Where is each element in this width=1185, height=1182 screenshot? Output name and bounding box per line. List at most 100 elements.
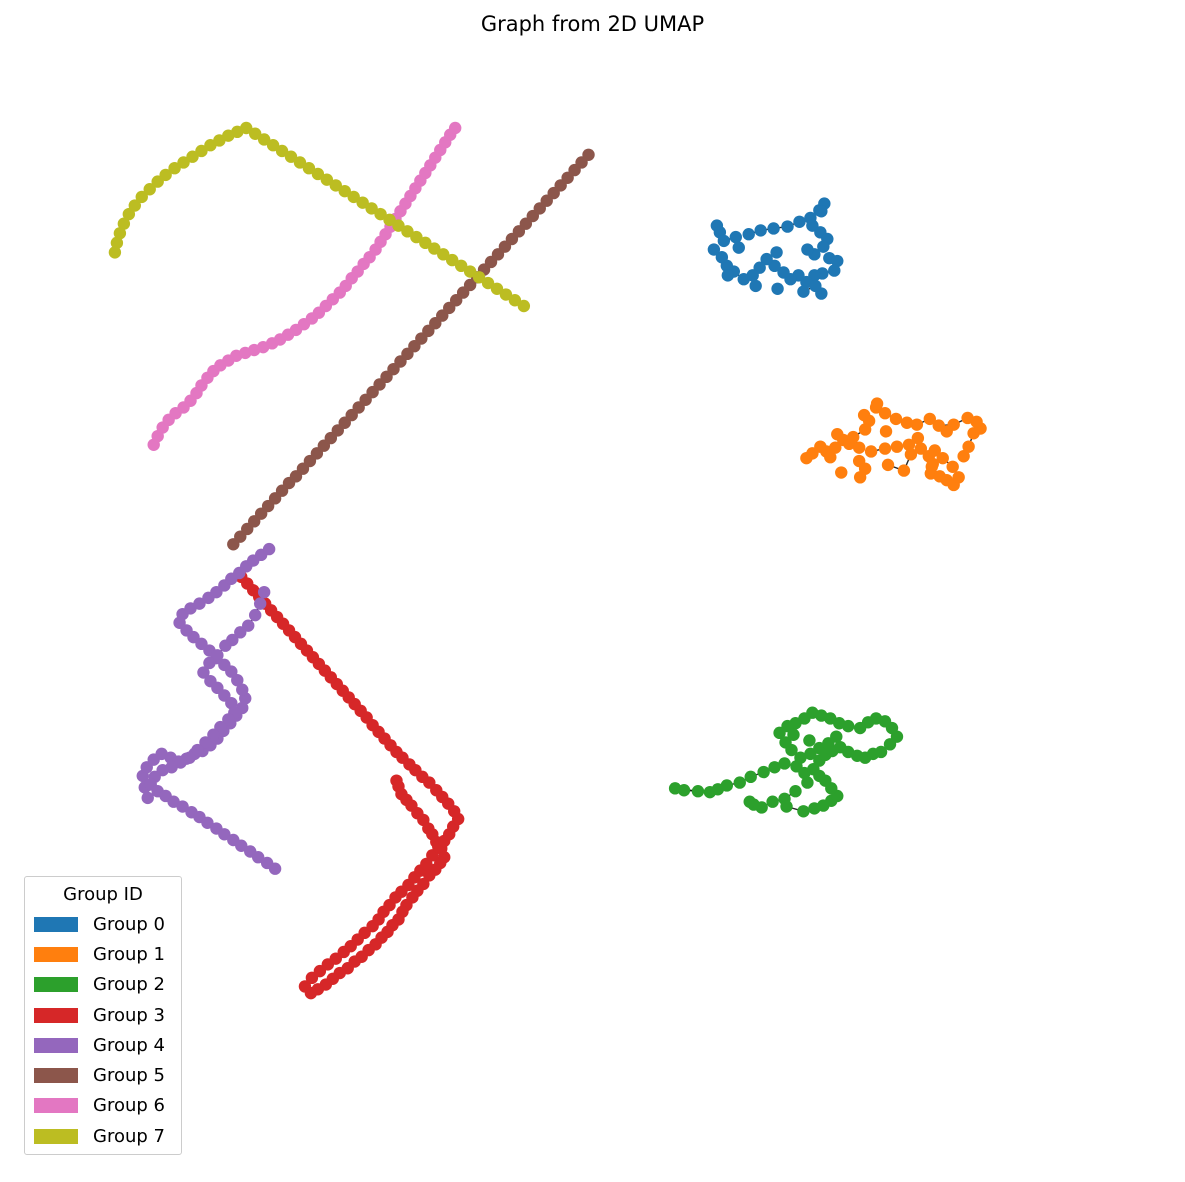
graph-node [219,639,232,652]
graph-node [135,190,148,204]
graph-node [789,785,802,798]
graph-node [197,666,210,679]
graph-node [677,784,691,797]
graph-node [235,839,248,852]
legend: Group ID Group 0 Group 1 Group 2 Group 3 Gro… [24,876,182,1155]
graph-node [897,464,911,477]
graph-node [293,156,307,169]
graph-node [211,649,224,662]
graph-node [356,196,369,209]
graph-node [251,851,265,864]
graph-node [176,800,189,813]
graph-node [773,726,786,740]
graph-node [707,243,721,256]
graph-node [809,279,822,293]
graph-node [767,222,780,235]
graph-node [932,419,945,432]
graph-node [902,438,916,451]
graph-node [749,279,762,293]
legend-label: Group 2 [93,974,165,996]
graph-node [463,265,477,278]
graph-node [128,199,141,212]
graph-node [946,460,959,473]
graph-node [852,441,866,454]
graph-node [803,734,816,747]
graph-node [481,276,495,290]
graph-node [347,190,360,204]
graph-node [744,770,757,784]
graph-node [904,448,918,461]
graph-node [201,816,214,829]
graph-node [218,828,231,841]
graph-node [858,423,872,436]
graph-node [813,769,826,783]
legend-swatch [34,946,78,962]
graph-node [268,862,282,875]
graph-node [817,240,830,253]
graph-node [257,133,271,146]
legend-entry: Group 1 [34,939,181,969]
legend-swatch [34,1037,78,1053]
graph-node [900,416,914,429]
graph-node [143,183,156,196]
graph-node [248,127,262,140]
graph-node [248,608,262,622]
legend-label: Group 7 [93,1125,165,1147]
graph-node [729,230,742,244]
graph-node [691,785,705,798]
graph-node [797,285,810,298]
graph-node [801,776,814,789]
legend-swatch [34,1007,78,1023]
graph-node [878,442,892,455]
graph-node [742,228,755,241]
graph-node [801,243,814,256]
graph-node [797,805,810,818]
graph-node [831,428,844,441]
graph-node [236,683,249,696]
graph-node [374,207,387,221]
legend-entry: Group 2 [34,970,181,1000]
graph-node [923,412,937,426]
legend-label: Group 0 [93,913,165,935]
legend-swatch [34,1128,78,1144]
graph-node [253,597,267,610]
graph-node [804,747,817,761]
graph-node [766,795,779,808]
graph-node [582,148,595,161]
legend-entry: Group 3 [34,1000,181,1030]
graph-node [454,259,468,273]
graph-node [410,230,423,244]
legend-title: Group ID [63,884,143,905]
graph-node [499,288,513,301]
legend-label: Group 3 [93,1004,165,1026]
graph-node [110,236,124,250]
graph-node [508,294,522,307]
graph-node [733,776,746,789]
legend-entry: Group 6 [34,1091,181,1121]
graph-node [910,418,924,431]
graph-node [240,121,253,135]
graph-node [928,444,941,457]
graph-node [777,266,790,279]
graph-node [191,743,204,757]
graph-node [760,252,773,266]
graph-node [448,121,462,135]
graph-node [962,440,975,453]
graph-node [936,451,949,465]
graph-node [113,227,127,240]
graph-node [952,471,965,484]
graph-node [732,241,745,254]
graph-node [195,144,208,158]
graph-node [864,445,878,458]
legend-label: Group 6 [93,1095,165,1117]
graph-node [830,730,843,743]
graph-node [446,253,459,267]
graph-node [754,224,767,237]
graph-node [329,179,342,192]
graph-node [824,451,837,464]
graph-node [957,450,970,463]
graph-node [225,696,238,710]
graph-node [770,246,783,259]
graph-node [757,765,770,779]
